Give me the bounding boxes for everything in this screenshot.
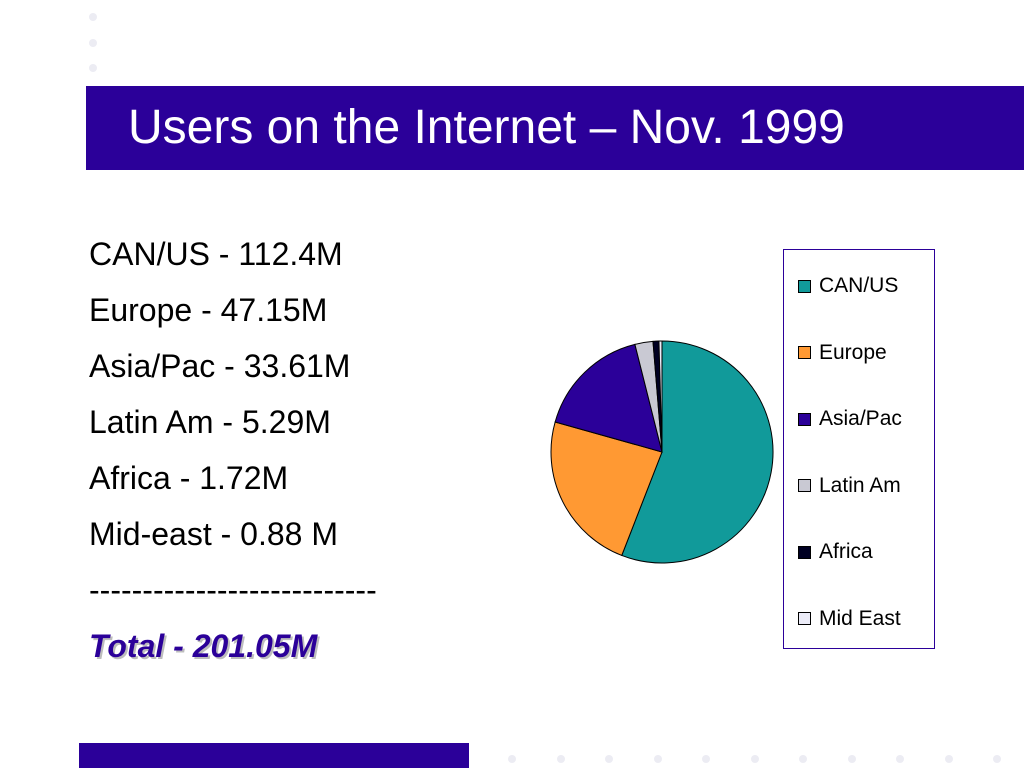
legend-item: Latin Am — [798, 473, 901, 499]
legend-swatch — [798, 346, 811, 359]
slide-title: Users on the Internet – Nov. 1999 — [128, 101, 845, 154]
decor-dot — [89, 39, 97, 47]
title-bar: Users on the Internet – Nov. 1999 — [86, 86, 1024, 170]
decor-dot — [896, 755, 904, 763]
pie-chart — [550, 340, 774, 564]
bottom-accent-bar — [79, 743, 469, 768]
legend-label: Europe — [819, 340, 887, 364]
stat-line: CAN/US - 112.4M — [89, 236, 343, 272]
decor-dot — [89, 64, 97, 72]
legend-swatch — [798, 545, 811, 559]
legend-swatch — [798, 412, 811, 426]
legend-swatch — [798, 479, 811, 492]
decor-dot — [944, 755, 953, 763]
pie-slice-mid-east — [658, 340, 663, 453]
decor-dot — [653, 755, 662, 763]
decor-dot — [605, 755, 613, 763]
pie-slice-asia-pac — [554, 343, 663, 453]
decor-dot — [993, 755, 1001, 763]
legend-item: CAN/US — [798, 273, 898, 299]
stat-line: Asia/Pac - 33.61M — [89, 348, 351, 384]
legend-label: Latin Am — [819, 473, 901, 497]
stat-line: Europe - 47.15M — [89, 292, 328, 328]
legend-item: Asia/Pac — [798, 406, 902, 432]
legend-swatch — [798, 279, 811, 293]
region-stats-list: CAN/US - 112.4M Europe - 47.15M Asia/Pac… — [89, 226, 377, 674]
decor-dot — [508, 755, 516, 763]
legend-label: CAN/US — [819, 274, 899, 297]
legend-label: Mid East — [819, 606, 901, 630]
total-line: Total - 201.05M — [89, 628, 318, 664]
pie-slice-europe — [550, 421, 663, 557]
pie-slice-can-us — [621, 340, 774, 564]
decor-dot — [847, 755, 856, 763]
legend-item: Europe — [798, 340, 887, 366]
separator-line: --------------------------- — [89, 572, 377, 608]
legend-item: Africa — [798, 539, 873, 565]
decor-dot — [89, 13, 97, 21]
stat-line: Mid-east - 0.88 M — [89, 516, 338, 552]
decor-dot — [750, 755, 759, 763]
legend-swatch — [798, 612, 811, 625]
chart-legend: CAN/US Europe Asia/Pac Latin Am Africa Mid Ea… — [783, 249, 935, 649]
decor-dot — [799, 755, 807, 763]
stat-line: Africa - 1.72M — [89, 460, 289, 496]
decor-dot — [702, 755, 710, 763]
legend-label: Africa — [819, 540, 873, 563]
legend-label: Asia/Pac — [819, 407, 902, 430]
decor-dot — [556, 755, 565, 763]
stat-line: Latin Am - 5.29M — [89, 404, 331, 440]
legend-item: Mid East — [798, 606, 901, 632]
